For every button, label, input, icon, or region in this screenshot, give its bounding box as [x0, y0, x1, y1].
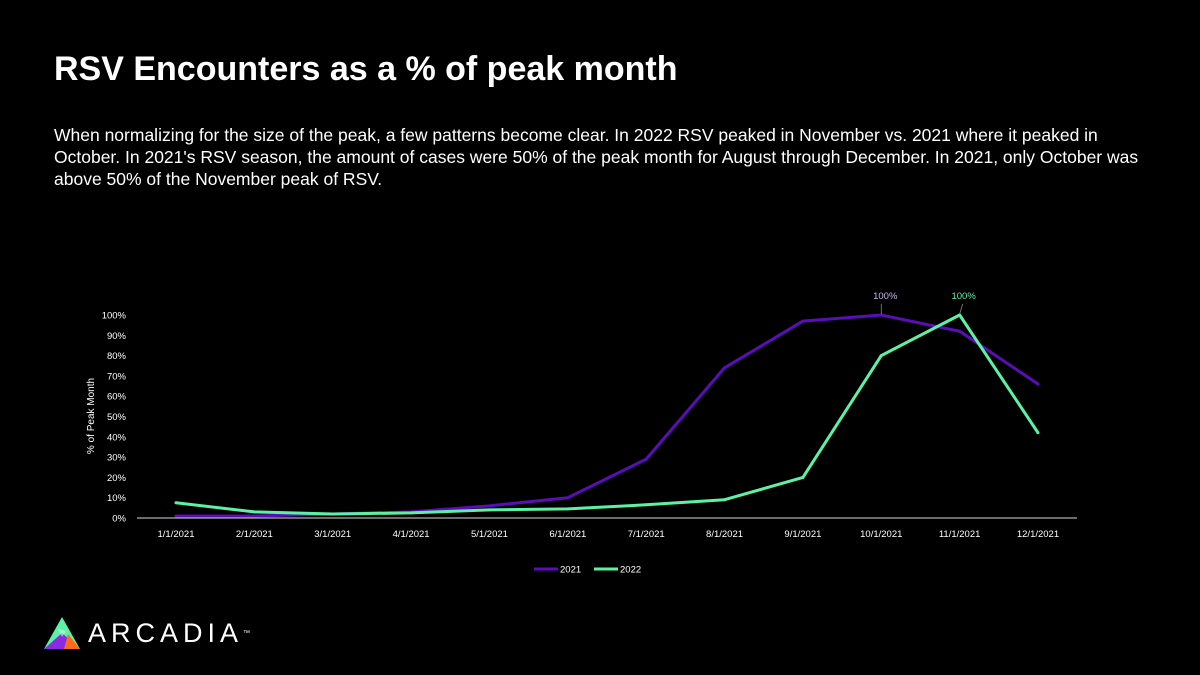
x-tick-label: 12/1/2021 — [1017, 529, 1059, 540]
y-tick-label: 30% — [107, 453, 127, 464]
x-tick-label: 11/1/2021 — [939, 529, 981, 540]
data-point-2022 — [644, 503, 648, 507]
brand-name: ARCADIA — [88, 617, 244, 648]
data-point-2021 — [801, 319, 805, 323]
data-point-2021 — [879, 313, 883, 317]
data-point-2022 — [252, 510, 256, 514]
data-point-2021 — [252, 514, 256, 518]
data-point-2021 — [1036, 382, 1040, 386]
data-point-2021 — [644, 457, 648, 461]
data-point-2021 — [723, 366, 727, 370]
data-point-2022 — [566, 507, 570, 511]
data-point-2022 — [331, 512, 335, 516]
x-tick-label: 5/1/2021 — [471, 529, 508, 540]
legend-label-2021: 2021 — [560, 565, 581, 576]
x-tick-label: 6/1/2021 — [549, 529, 586, 540]
data-point-2022 — [487, 508, 491, 512]
y-tick-label: 90% — [107, 331, 127, 342]
x-tick-label: 8/1/2021 — [706, 529, 743, 540]
arcadia-logo: ARCADIA ™ — [44, 617, 250, 649]
x-tick-label: 9/1/2021 — [784, 529, 821, 540]
series-line-2022 — [175, 313, 1040, 516]
data-point-2022 — [958, 313, 962, 317]
trademark: ™ — [243, 629, 251, 637]
data-point-2022 — [723, 498, 727, 502]
y-tick-label: 70% — [107, 371, 127, 382]
y-tick-label: 10% — [107, 493, 127, 504]
data-point-2021 — [174, 514, 178, 518]
y-tick-label: 0% — [112, 514, 126, 525]
y-tick-label: 100% — [102, 311, 127, 322]
x-tick-label: 2/1/2021 — [236, 529, 273, 540]
y-axis-label: % of Peak Month — [86, 378, 97, 454]
x-tick-label: 1/1/2021 — [158, 529, 195, 540]
data-point-2021 — [566, 496, 570, 500]
x-tick-label: 4/1/2021 — [393, 529, 430, 540]
description-text: When normalizing for the size of the pea… — [54, 125, 1139, 189]
x-tick-label: 3/1/2021 — [314, 529, 351, 540]
annotation-leader — [959, 303, 964, 315]
y-tick-label: 20% — [107, 473, 127, 484]
data-point-2022 — [1036, 431, 1040, 435]
y-tick-label: 40% — [107, 432, 127, 443]
arcadia-triangle-icon — [44, 617, 80, 649]
data-point-2021 — [958, 329, 962, 333]
data-point-2022 — [879, 354, 883, 358]
legend-label-2022: 2022 — [620, 565, 641, 576]
y-tick-label: 80% — [107, 351, 127, 362]
series-line-2021 — [176, 313, 1039, 518]
data-label-2022: 100% — [951, 291, 976, 302]
page-title: RSV Encounters as a % of peak month — [54, 50, 678, 88]
data-label-2021: 100% — [873, 291, 898, 302]
data-point-2022 — [409, 511, 413, 515]
data-point-2022 — [174, 501, 178, 505]
x-tick-label: 10/1/2021 — [860, 529, 902, 540]
y-tick-label: 60% — [107, 392, 127, 403]
data-point-2021 — [487, 504, 491, 508]
data-point-2022 — [801, 475, 805, 479]
x-tick-label: 7/1/2021 — [628, 529, 665, 540]
y-tick-label: 50% — [107, 412, 127, 423]
